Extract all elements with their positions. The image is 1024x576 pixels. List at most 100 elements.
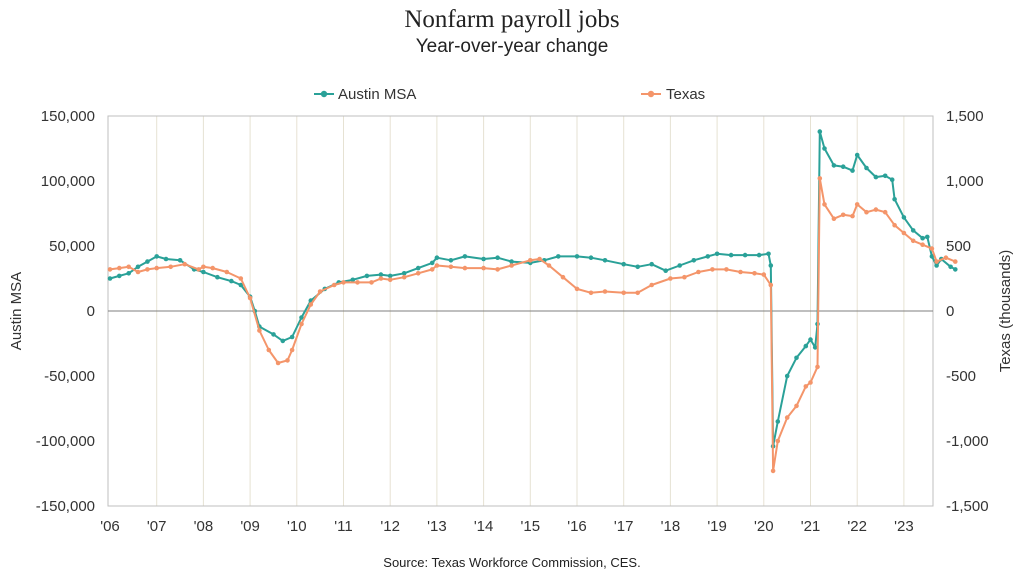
x-tick-label: '21 [801,518,821,535]
data-point-texas [196,267,201,272]
data-point-texas [817,176,823,181]
x-tick-label: '10 [287,518,307,535]
data-point-texas [635,290,640,296]
data-point-texas [182,261,187,267]
data-point-texas [355,280,360,285]
data-point-austin [854,152,860,158]
data-point-texas [387,277,393,283]
data-point-texas [378,276,384,281]
y-right-tick-label: -1,500 [946,498,989,515]
data-point-texas [621,290,626,296]
data-point-texas [738,269,743,275]
data-point-texas [768,282,774,288]
data-point-texas [724,267,729,272]
data-point-texas [145,267,150,272]
x-tick-label: '12 [380,518,400,535]
data-point-austin [387,273,393,279]
data-point-austin [817,129,823,134]
data-point-austin [808,337,813,342]
x-tick-label: '14 [474,518,494,535]
y-right-tick-label: 1,500 [946,108,984,125]
data-point-texas [770,468,776,474]
data-point-austin [775,419,781,424]
y-axis-label-left: Austin MSA [8,272,25,350]
data-point-texas [247,295,253,301]
y-right-ticks: 1,500 1,000 500 0 -500 -1,000 -1,500 [946,108,989,515]
data-point-austin [495,255,500,260]
data-point-austin [289,334,295,340]
data-point-austin [920,235,925,241]
data-point-texas [710,267,715,272]
data-point-texas [495,267,500,272]
legend-item-texas: Texas [641,86,705,103]
data-point-austin [602,258,608,263]
data-point-austin [882,173,888,179]
data-point-austin [107,276,113,281]
data-point-texas [822,202,827,207]
data-point-texas [873,207,879,212]
data-point-texas [761,272,767,277]
data-point-austin [714,251,720,257]
data-point-austin [794,355,799,361]
data-point-austin [448,258,454,263]
data-point-austin [462,254,468,259]
legend-marker-austin [320,90,328,98]
data-point-texas [882,209,888,215]
data-point-austin [215,274,220,280]
data-point-austin [784,373,790,379]
data-point-austin [766,251,771,257]
x-tick-label: '09 [240,518,260,535]
data-point-austin [929,254,935,259]
data-point-texas [331,282,337,288]
data-point-austin [163,256,169,262]
y-left-tick-label: -50,000 [44,368,95,385]
data-point-texas [401,274,407,280]
y-left-tick-label: -100,000 [36,433,95,450]
y-left-tick-label: 0 [87,303,95,320]
data-point-texas [117,265,122,271]
data-point-texas [840,212,846,218]
data-point-texas [289,347,295,353]
data-point-texas [602,289,608,294]
data-point-austin [691,258,697,263]
x-tick-label: '18 [661,518,681,535]
x-tick-label: '19 [707,518,727,535]
data-point-austin [378,272,384,277]
data-point-austin [864,165,869,171]
data-point-texas [448,264,454,270]
data-point-austin [948,264,953,270]
data-point-austin [728,252,734,258]
y-axis-label-right: Texas (thousands) [997,250,1014,373]
data-point-texas [864,209,869,215]
series-line-texas [109,177,956,472]
data-point-austin [145,259,150,264]
data-point-texas [135,269,141,275]
x-tick-label: '20 [754,518,774,535]
data-point-texas [831,216,837,221]
data-point-austin [238,282,244,288]
data-point-texas [910,238,916,244]
data-point-texas [953,259,958,264]
data-point-austin [401,271,407,276]
data-point-austin [271,332,276,337]
data-point-texas [434,263,440,268]
data-point-austin [574,254,580,259]
data-point-austin [677,263,682,268]
chart-title: Nonfarm payroll jobs [404,6,620,33]
data-point-austin [350,277,356,283]
data-point-texas [892,222,897,228]
y-right-tick-label: 500 [946,238,971,255]
data-point-texas [481,265,486,271]
x-tick-label: '17 [614,518,634,535]
data-point-texas [803,384,809,389]
legend: Austin MSA Texas [314,86,705,103]
series-austin [107,129,958,449]
data-point-texas [415,271,421,276]
data-point-texas [224,269,230,275]
data-point-austin [126,271,131,276]
data-point-austin [663,268,668,274]
data-point-austin [621,261,626,267]
legend-marker-texas [647,90,655,98]
data-point-texas [257,328,262,333]
